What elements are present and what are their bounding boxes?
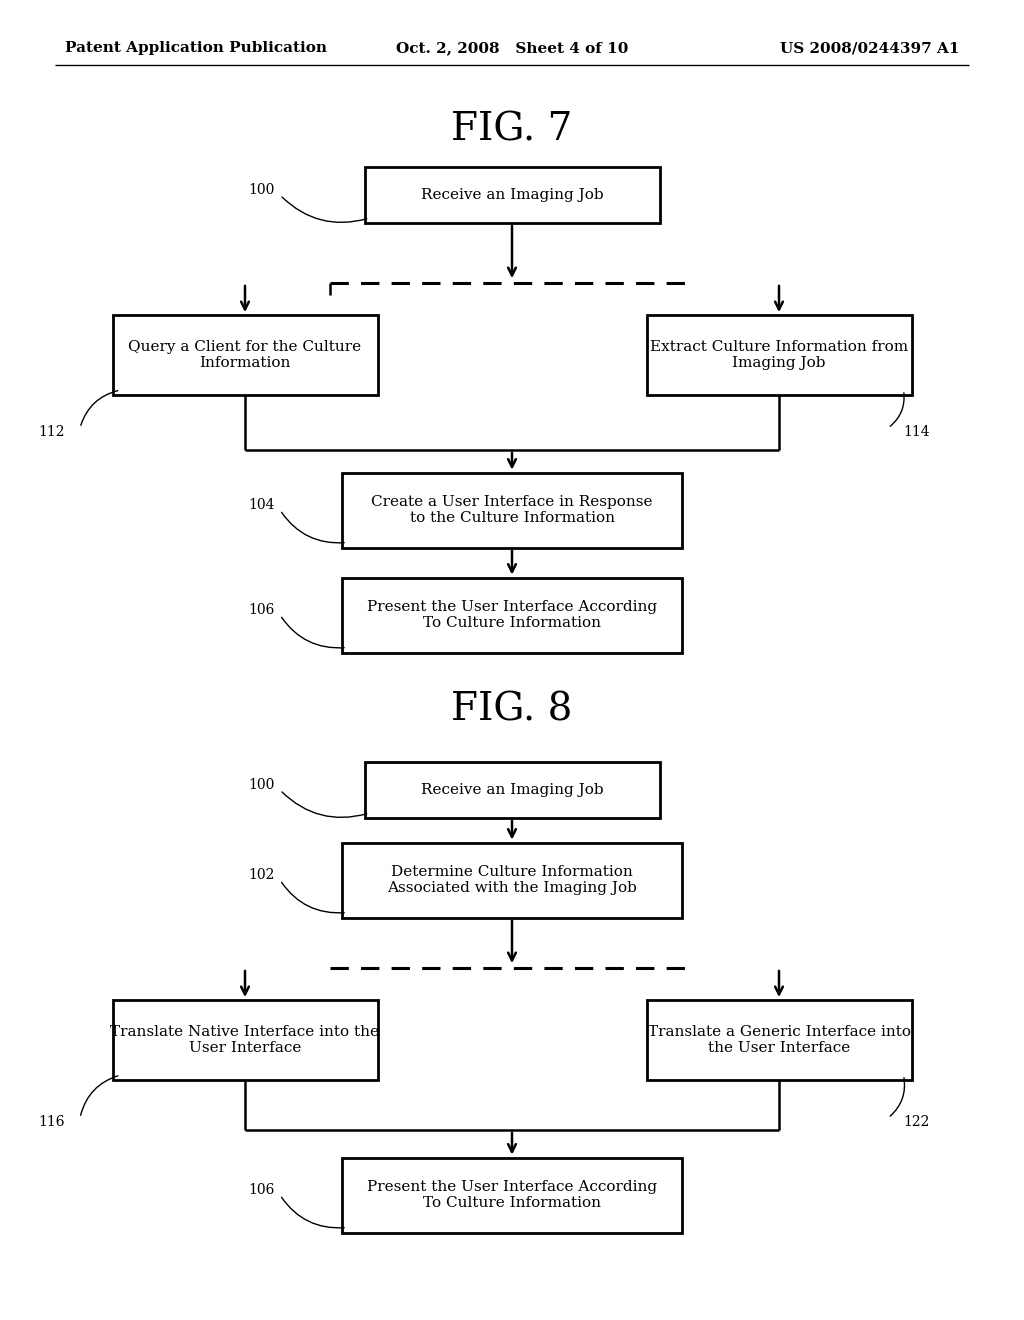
Bar xyxy=(113,315,378,395)
Text: 106: 106 xyxy=(249,1183,275,1197)
Text: Oct. 2, 2008   Sheet 4 of 10: Oct. 2, 2008 Sheet 4 of 10 xyxy=(396,41,628,55)
Text: Query a Client for the Culture
Information: Query a Client for the Culture Informati… xyxy=(128,339,361,370)
Text: US 2008/0244397 A1: US 2008/0244397 A1 xyxy=(780,41,961,55)
Text: 116: 116 xyxy=(39,1115,65,1129)
Bar xyxy=(342,1158,682,1233)
Text: Present the User Interface According
To Culture Information: Present the User Interface According To … xyxy=(367,599,657,630)
Text: Patent Application Publication: Patent Application Publication xyxy=(65,41,327,55)
Text: 100: 100 xyxy=(249,777,275,792)
Bar xyxy=(113,1001,378,1080)
Text: FIG. 7: FIG. 7 xyxy=(452,111,572,149)
Text: FIG. 8: FIG. 8 xyxy=(452,692,572,729)
Text: 112: 112 xyxy=(39,425,65,440)
Text: Receive an Imaging Job: Receive an Imaging Job xyxy=(421,187,603,202)
Bar xyxy=(342,473,682,548)
Text: 102: 102 xyxy=(249,869,275,882)
Text: 106: 106 xyxy=(249,603,275,616)
Text: 114: 114 xyxy=(903,425,930,440)
Text: 104: 104 xyxy=(249,498,275,512)
Bar xyxy=(646,1001,911,1080)
Text: 100: 100 xyxy=(249,183,275,197)
Bar xyxy=(342,578,682,652)
Text: Translate Native Interface into the
User Interface: Translate Native Interface into the User… xyxy=(111,1024,380,1055)
Text: Present the User Interface According
To Culture Information: Present the User Interface According To … xyxy=(367,1180,657,1210)
Text: Create a User Interface in Response
to the Culture Information: Create a User Interface in Response to t… xyxy=(372,495,652,525)
Bar xyxy=(365,168,659,223)
Text: Determine Culture Information
Associated with the Imaging Job: Determine Culture Information Associated… xyxy=(387,865,637,895)
Bar xyxy=(646,315,911,395)
Text: Extract Culture Information from
Imaging Job: Extract Culture Information from Imaging… xyxy=(650,339,908,370)
Bar xyxy=(365,762,659,818)
Text: Translate a Generic Interface into
the User Interface: Translate a Generic Interface into the U… xyxy=(647,1024,910,1055)
Text: Receive an Imaging Job: Receive an Imaging Job xyxy=(421,783,603,797)
Bar xyxy=(342,842,682,917)
Text: 122: 122 xyxy=(903,1115,930,1129)
